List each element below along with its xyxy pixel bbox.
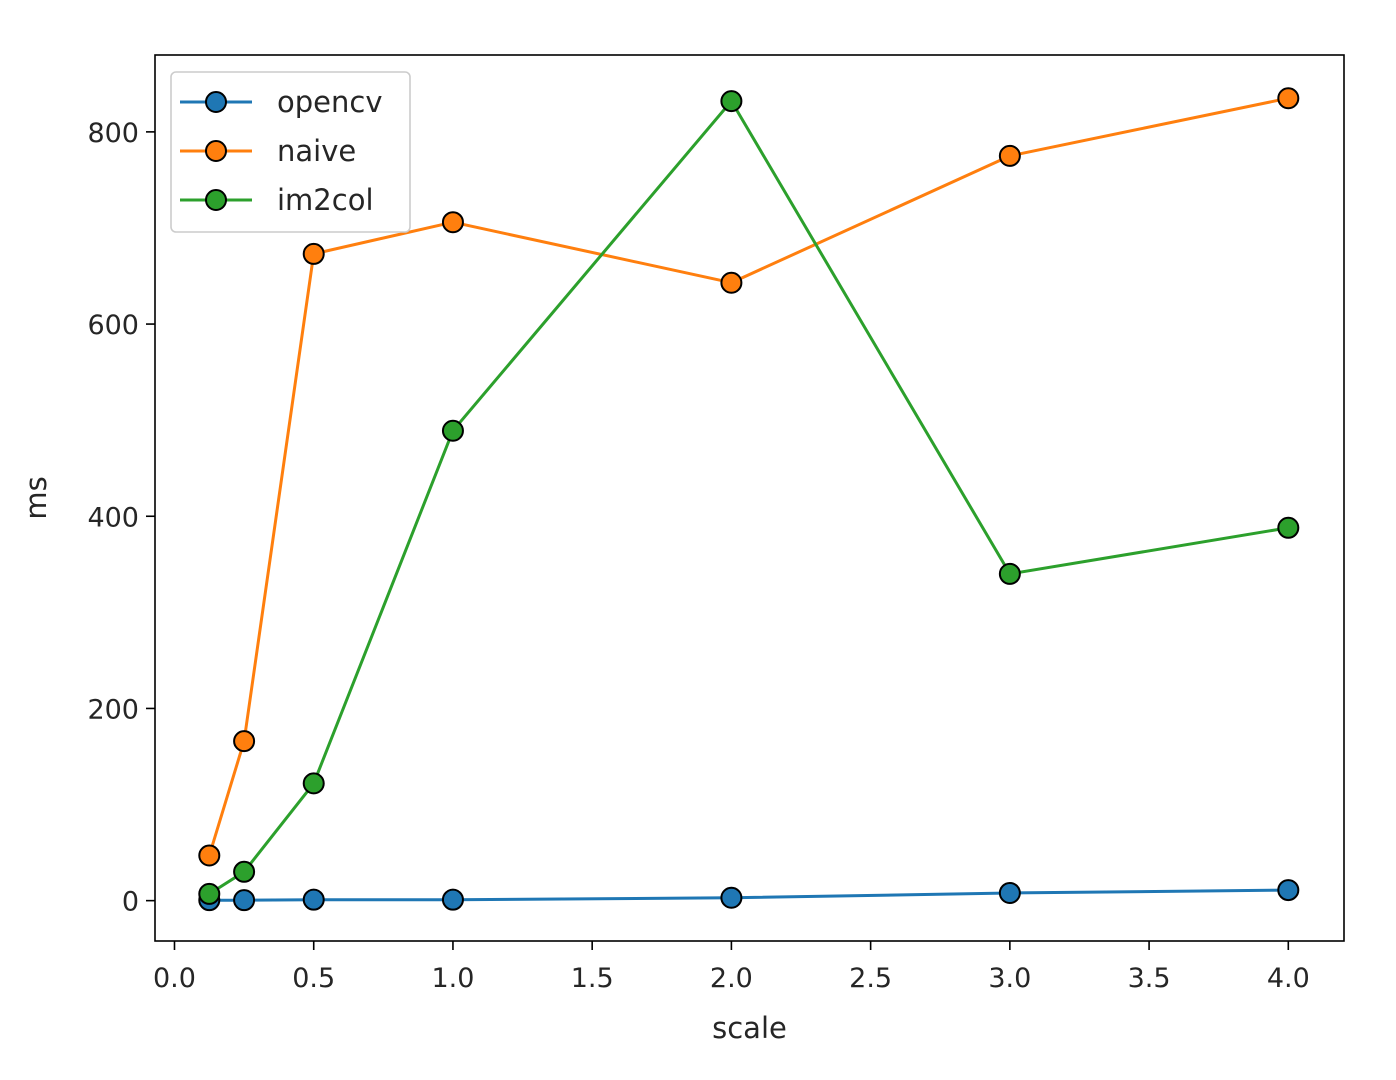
data-point-opencv	[998, 881, 1021, 904]
data-point-im2col	[441, 419, 464, 442]
y-tick-label: 400	[87, 502, 139, 533]
legend-label-naive: naive	[277, 134, 356, 168]
legend-label-im2col: im2col	[277, 183, 374, 217]
x-tick-label: 2.0	[710, 963, 753, 994]
data-point-naive	[1277, 87, 1300, 110]
data-point-naive	[998, 144, 1021, 167]
legend: opencv naive im2col	[170, 71, 411, 233]
data-point-naive	[720, 271, 743, 294]
y-tick-label: 800	[87, 118, 139, 149]
data-point-naive	[302, 242, 325, 265]
x-tick-label: 1.0	[431, 963, 474, 994]
data-point-opencv	[441, 888, 464, 911]
legend-label-opencv: opencv	[277, 85, 382, 119]
x-tick-label: 4.0	[1267, 963, 1310, 994]
data-point-naive	[198, 844, 221, 867]
data-point-im2col	[998, 562, 1021, 585]
x-tick-label: 0.0	[153, 963, 196, 994]
data-point-im2col	[233, 860, 256, 883]
series-layer	[198, 87, 1300, 912]
y-axis-ticks: 0 200 400 600 800	[87, 118, 155, 918]
x-tick-label: 1.5	[571, 963, 614, 994]
legend-marker-opencv	[205, 91, 227, 113]
data-point-opencv	[233, 889, 256, 912]
legend-marker-im2col	[205, 189, 227, 211]
data-point-im2col	[720, 90, 743, 113]
y-axis-label: ms	[19, 476, 53, 519]
legend-box	[170, 71, 411, 233]
x-tick-label: 2.5	[849, 963, 892, 994]
data-point-im2col	[198, 882, 221, 905]
y-tick-label: 200	[87, 694, 139, 725]
data-point-opencv	[1277, 879, 1300, 902]
legend-marker-naive	[205, 140, 227, 162]
y-tick-label: 0	[122, 887, 139, 918]
data-point-opencv	[302, 888, 325, 911]
data-point-opencv	[720, 886, 743, 909]
x-axis-ticks: 0.0 0.5 1.0 1.5 2.0 2.5 3.0 3.5 4.0	[153, 941, 1310, 994]
x-axis-label: scale	[712, 1011, 787, 1045]
y-tick-label: 600	[87, 310, 139, 341]
data-point-im2col	[1277, 516, 1300, 539]
data-point-im2col	[302, 772, 325, 795]
data-point-naive	[441, 211, 464, 234]
x-tick-label: 3.5	[1128, 963, 1171, 994]
x-tick-label: 0.5	[292, 963, 335, 994]
x-tick-label: 3.0	[988, 963, 1031, 994]
axes-frame	[154, 54, 1345, 942]
data-point-naive	[233, 730, 256, 753]
